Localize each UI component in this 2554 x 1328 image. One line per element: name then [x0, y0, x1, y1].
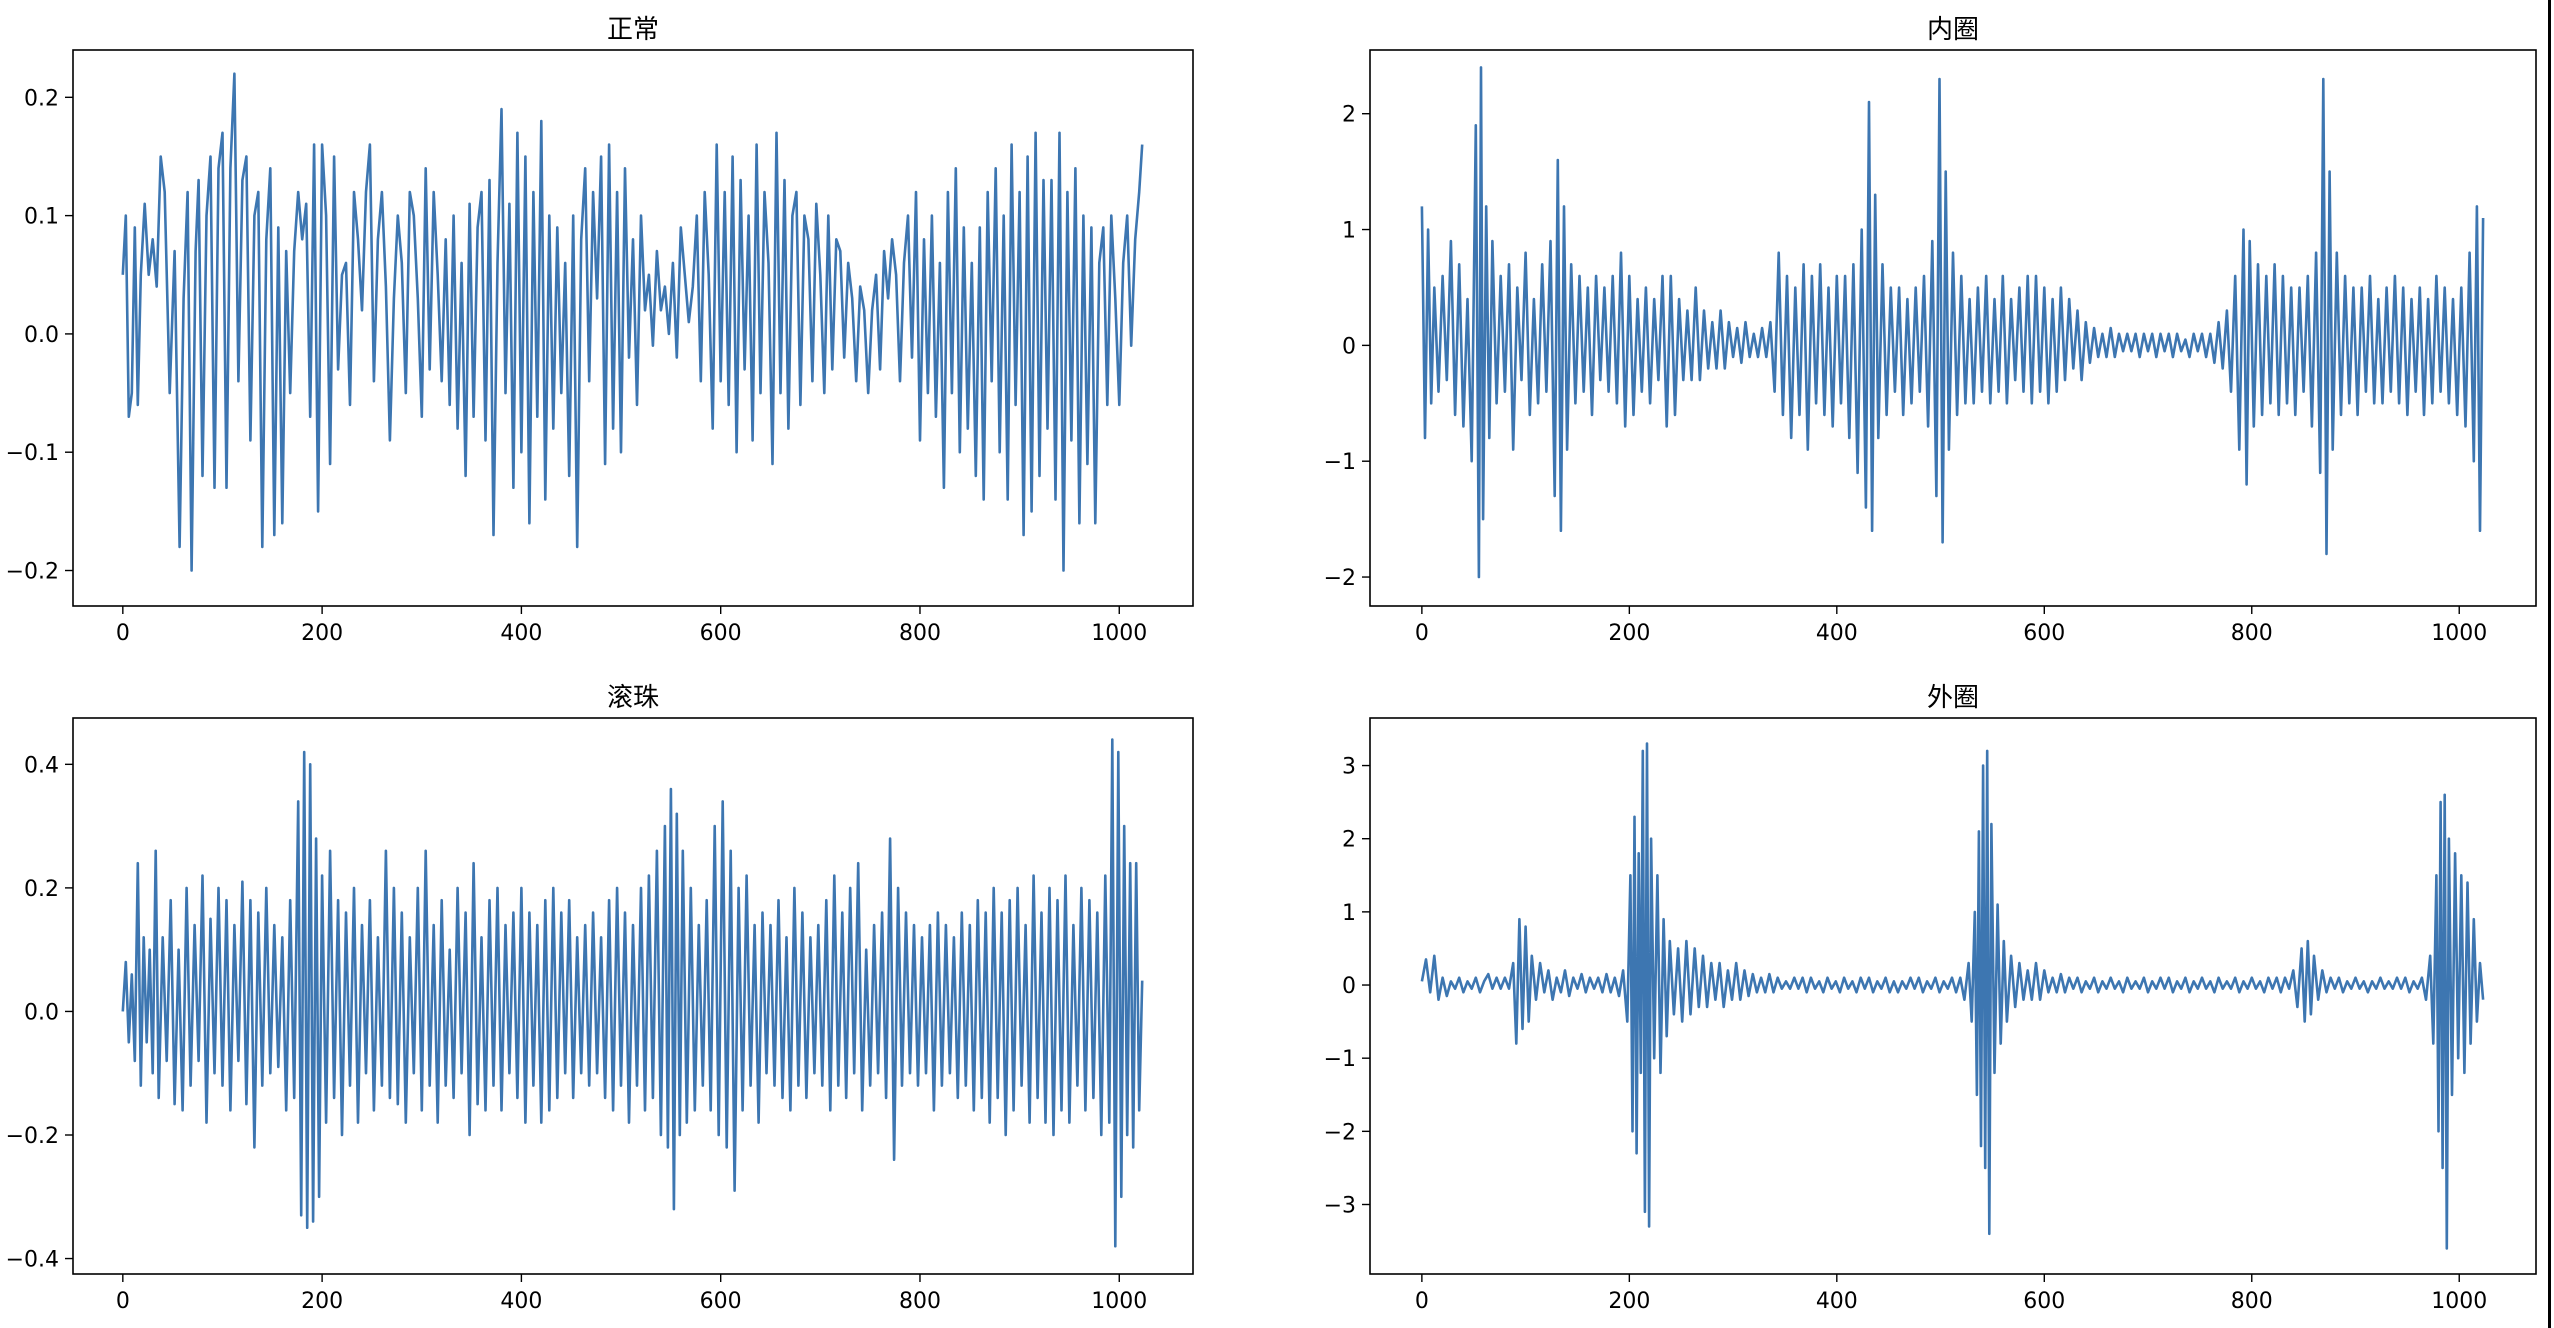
- x-tick-label: 200: [1608, 1289, 1650, 1314]
- window-edge: [2548, 0, 2551, 1328]
- y-tick-label: −0.2: [6, 560, 59, 585]
- y-tick-label: −1: [1324, 450, 1356, 475]
- x-tick-label: 200: [301, 621, 343, 646]
- y-tick-label: −2: [1324, 1120, 1356, 1145]
- y-tick-label: 2: [1342, 828, 1356, 853]
- y-tick-label: −0.2: [6, 1124, 59, 1149]
- y-tick-label: 0.0: [24, 1000, 59, 1025]
- y-tick-label: 0.2: [24, 86, 59, 111]
- x-tick-label: 0: [116, 1289, 130, 1314]
- y-tick-label: 0.4: [24, 753, 59, 778]
- subplot-title: 正常: [607, 15, 659, 45]
- y-tick-label: 2: [1342, 103, 1356, 128]
- x-tick-label: 0: [116, 621, 130, 646]
- y-tick-label: 0.0: [24, 323, 59, 348]
- y-tick-label: −0.1: [6, 441, 59, 466]
- subplot-title: 滚珠: [607, 683, 659, 713]
- y-tick-label: −3: [1324, 1194, 1356, 1219]
- x-tick-label: 800: [2231, 1289, 2273, 1314]
- x-tick-label: 1000: [2431, 621, 2487, 646]
- y-tick-label: 1: [1342, 901, 1356, 926]
- y-tick-label: 1: [1342, 219, 1356, 244]
- y-tick-label: 0: [1342, 974, 1356, 999]
- y-tick-label: 0.2: [24, 877, 59, 902]
- x-tick-label: 1000: [1091, 621, 1147, 646]
- axes-frame: [1369, 49, 2537, 607]
- x-tick-label: 600: [700, 621, 742, 646]
- axes-frame: [1369, 717, 2537, 1275]
- x-tick-label: 400: [1816, 1289, 1858, 1314]
- series-line: [121, 738, 1144, 1248]
- x-tick-label: 400: [500, 621, 542, 646]
- x-tick-label: 1000: [1091, 1289, 1147, 1314]
- y-tick-label: 0: [1342, 334, 1356, 359]
- x-tick-label: 600: [700, 1289, 742, 1314]
- subplot-1: 正常 0 200 400 600 800 1000 −0.2 −0.1 0.0 0.1 0.2: [6, 15, 1194, 646]
- series-line: [1420, 742, 2485, 1250]
- x-tick-label: 200: [301, 1289, 343, 1314]
- subplot-3: 滚珠 0 200 400 600 800 1000 −0.4 −0.2 0.0 0.2 0.4: [6, 683, 1194, 1314]
- series-line: [1420, 66, 2485, 579]
- x-tick-label: 1000: [2431, 1289, 2487, 1314]
- x-tick-label: 600: [2023, 1289, 2065, 1314]
- x-tick-label: 600: [2023, 621, 2065, 646]
- x-tick-label: 800: [899, 621, 941, 646]
- x-tick-label: 0: [1415, 1289, 1429, 1314]
- y-tick-label: 0.1: [24, 205, 59, 230]
- y-tick-label: 3: [1342, 755, 1356, 780]
- x-tick-label: 400: [1816, 621, 1858, 646]
- y-tick-label: −2: [1324, 566, 1356, 591]
- axes-frame: [72, 49, 1194, 607]
- series-line: [121, 72, 1144, 572]
- axes-frame: [72, 717, 1194, 1275]
- x-tick-label: 800: [899, 1289, 941, 1314]
- y-tick-label: −1: [1324, 1047, 1356, 1072]
- x-tick-label: 400: [500, 1289, 542, 1314]
- subplot-4: 外圈 0 200 400 600 800 1000 −3 −2 −1 0 1 2 3: [1324, 683, 2537, 1314]
- subplot-2: 内圈 0 200 400 600 800 1000 −2 −1 0 1 2: [1324, 15, 2537, 646]
- x-tick-label: 200: [1608, 621, 1650, 646]
- subplot-title: 外圈: [1927, 683, 1979, 713]
- x-tick-label: 0: [1415, 621, 1429, 646]
- subplot-title: 内圈: [1927, 15, 1979, 45]
- y-tick-label: −0.4: [6, 1248, 59, 1273]
- x-tick-label: 800: [2231, 621, 2273, 646]
